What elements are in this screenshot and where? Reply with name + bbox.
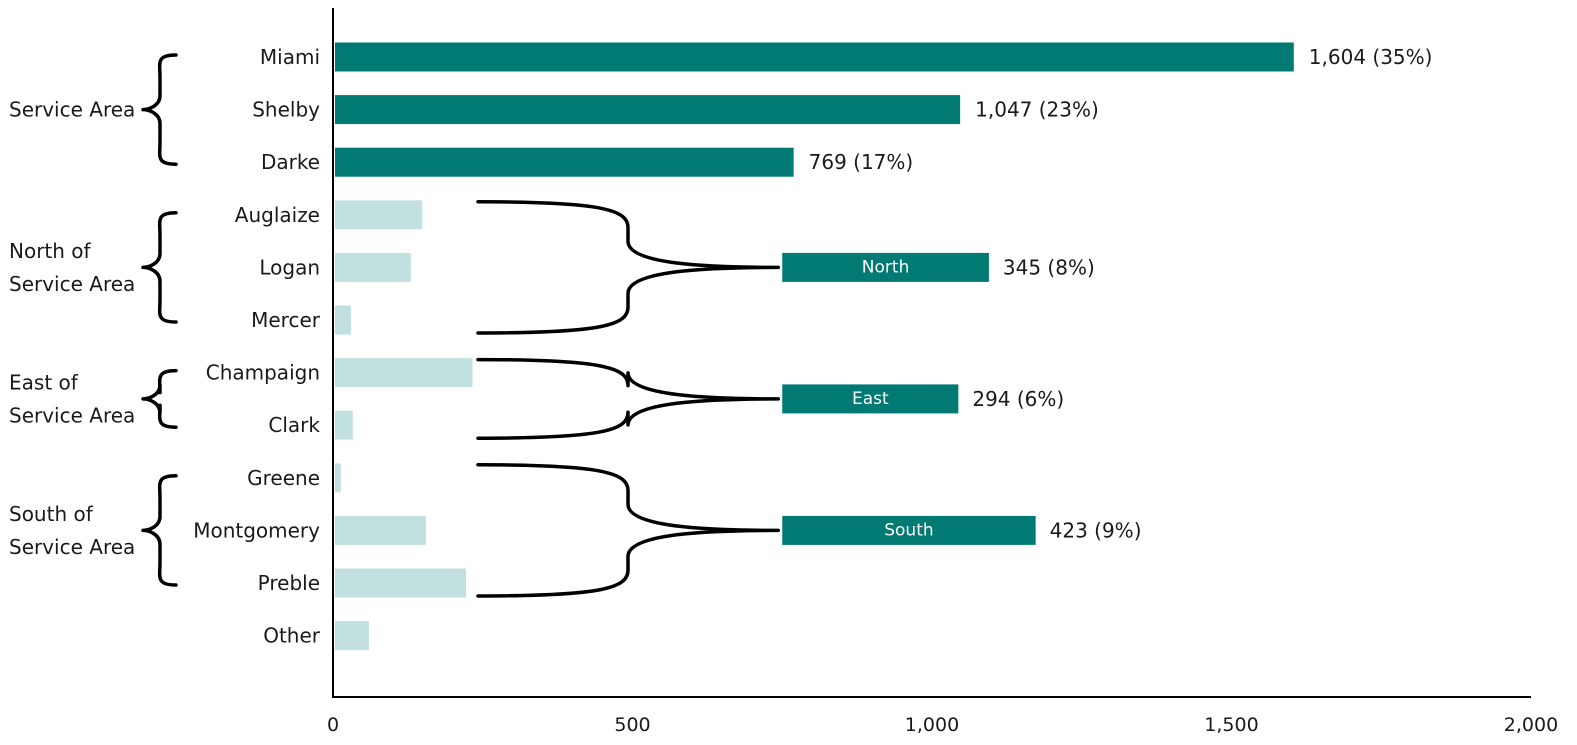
aggregate-value-label-south: 423 (9%) [1050,518,1142,542]
x-tick-label-2: 1,000 [905,714,959,736]
x-tick-label-3: 1,500 [1204,714,1258,736]
group-label-0-line-0: Service Area [9,98,135,122]
bar-logan [335,252,411,282]
aggregate-bar-south [782,515,1036,545]
group-brace-2 [141,368,178,429]
category-label-clark: Clark [268,413,320,437]
category-label-logan: Logan [259,255,320,279]
bar-auglaize [335,200,423,230]
merge-bracket-north [476,200,780,335]
x-tick-label-4: 2,000 [1504,714,1558,736]
aggregate-bar-label-north: North [862,257,910,277]
aggregate-bar-label-south: South [884,520,933,540]
merge-bracket-south [476,463,780,598]
bar-preble [335,568,466,598]
bar-shelby [335,95,961,125]
group-label-3-line-0: South of [9,502,94,526]
category-label-preble: Preble [258,571,320,595]
bar-darke [335,147,794,177]
category-label-montgomery: Montgomery [193,518,320,542]
category-label-auglaize: Auglaize [235,203,320,227]
category-label-mercer: Mercer [251,308,321,332]
value-label-miami: 1,604 (35%) [1309,45,1433,69]
category-label-darke: Darke [261,150,320,174]
category-label-shelby: Shelby [252,98,320,122]
aggregate-bar-east [782,384,959,414]
category-label-champaign: Champaign [206,361,320,385]
category-label-miami: Miami [260,45,320,69]
group-brace-1 [141,211,178,324]
group-brace-0 [141,53,178,166]
x-tick-label-0: 0 [327,714,339,736]
value-label-shelby: 1,047 (23%) [975,98,1099,122]
aggregate-value-label-north: 345 (8%) [1003,255,1095,279]
bar-mercer [335,305,351,335]
group-label-3-line-1: Service Area [9,535,135,559]
merge-bracket-east [476,357,780,440]
group-label-1-line-0: North of [9,239,92,263]
x-tick-label-1: 500 [614,714,650,736]
bar-montgomery [335,515,426,545]
category-label-greene: Greene [247,466,320,490]
group-brace-3 [141,474,178,587]
bar-champaign [335,358,473,388]
value-label-darke: 769 (17%) [809,150,914,174]
group-label-2-line-1: Service Area [9,403,135,427]
bar-other [335,621,369,651]
bar-clark [335,410,353,440]
bar-greene [335,463,341,493]
group-label-1-line-1: Service Area [9,272,135,296]
aggregate-value-label-east: 294 (6%) [972,387,1064,411]
aggregate-bar-label-east: East [852,389,889,409]
category-label-other: Other [263,624,321,648]
aggregate-bar-north [782,252,989,282]
bar-miami [335,42,1294,72]
group-label-2-line-0: East of [9,370,79,394]
